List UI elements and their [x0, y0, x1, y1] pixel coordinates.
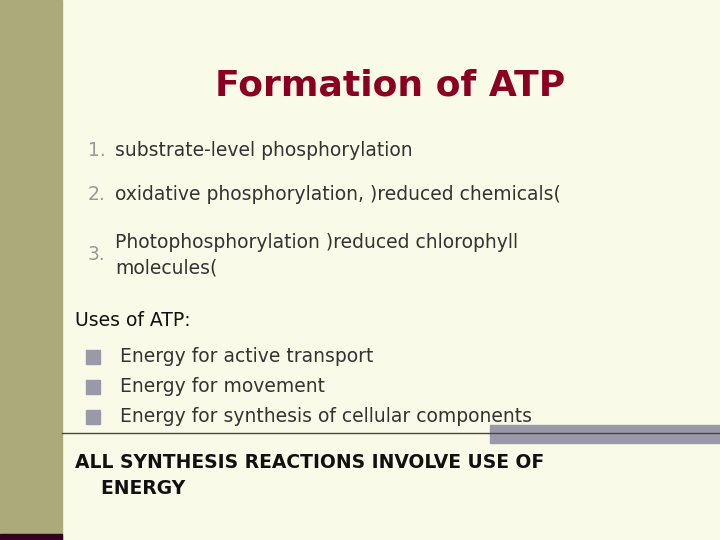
- Text: Energy for synthesis of cellular components: Energy for synthesis of cellular compone…: [120, 408, 532, 427]
- Text: substrate-level phosphorylation: substrate-level phosphorylation: [115, 140, 413, 159]
- Text: Energy for movement: Energy for movement: [120, 377, 325, 396]
- Bar: [0, 0, 62, 540]
- Text: ALL SYNTHESIS REACTIONS INVOLVE USE OF: ALL SYNTHESIS REACTIONS INVOLVE USE OF: [75, 453, 544, 471]
- Bar: [86, 410, 100, 424]
- Text: Photophosphorylation )reduced chlorophyll
molecules(: Photophosphorylation )reduced chlorophyl…: [115, 233, 518, 277]
- Text: ENERGY: ENERGY: [75, 478, 185, 497]
- Bar: [0, 534, 62, 540]
- Text: 3.: 3.: [88, 246, 106, 265]
- Bar: [86, 380, 100, 394]
- Text: oxidative phosphorylation, )reduced chemicals(: oxidative phosphorylation, )reduced chem…: [115, 186, 561, 205]
- Text: Formation of ATP: Formation of ATP: [215, 68, 565, 102]
- Bar: [86, 350, 100, 364]
- Text: 1.: 1.: [88, 140, 106, 159]
- Text: Energy for active transport: Energy for active transport: [120, 348, 374, 367]
- Bar: [490, 425, 720, 443]
- Text: 2.: 2.: [88, 186, 106, 205]
- Text: Uses of ATP:: Uses of ATP:: [75, 310, 191, 329]
